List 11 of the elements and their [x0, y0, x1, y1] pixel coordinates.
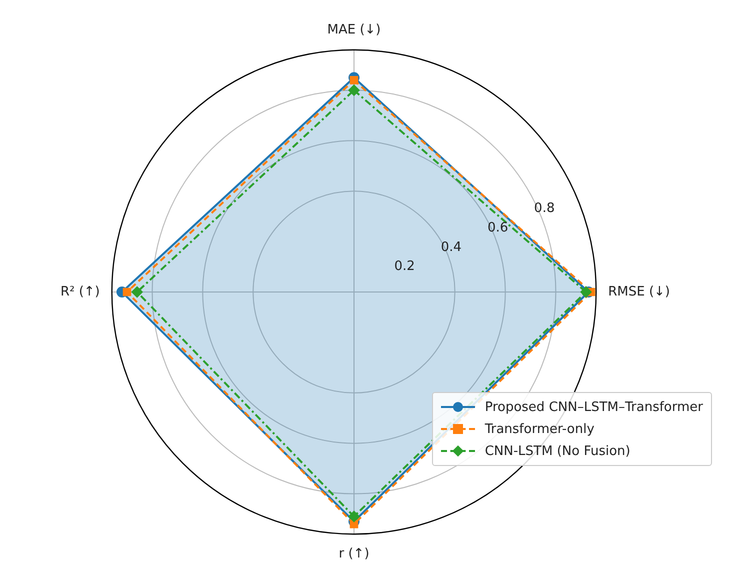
spoke-label: R² (↑) [60, 284, 100, 300]
legend-label: CNN-LSTM (No Fusion) [484, 444, 630, 458]
spoke-label: r (↑) [338, 546, 370, 562]
spoke-label: RMSE (↓) [608, 284, 670, 300]
y-tick-label: 0.4 [440, 240, 462, 255]
y-tick-label: 0.2 [394, 259, 415, 274]
legend-label: Transformer-only [484, 422, 594, 436]
y-tick-label: 0.8 [534, 201, 555, 216]
legend-label: Proposed CNN–LSTM–Transformer [484, 400, 703, 414]
spoke-label: MAE (↓) [327, 22, 381, 38]
y-tick-label: 0.6 [487, 220, 508, 236]
